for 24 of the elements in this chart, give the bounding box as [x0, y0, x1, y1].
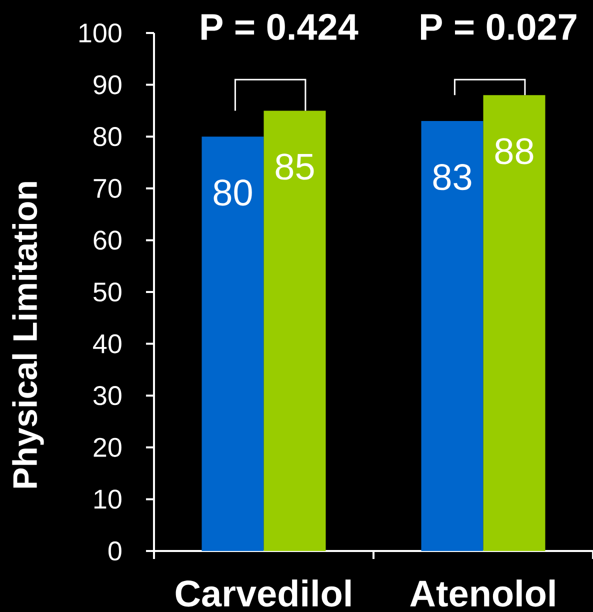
y-tick-label: 60: [94, 230, 122, 250]
data-label: 88: [495, 138, 534, 164]
x-tick-label: Carvedilol: [176, 580, 351, 607]
y-tick-label: 30: [93, 386, 122, 406]
x-tick-label: Atenolol: [410, 580, 555, 607]
y-tick-label: 0: [108, 541, 122, 561]
bar: [483, 95, 546, 551]
annotation: P = 0.027: [421, 14, 576, 40]
data-label: 83: [433, 164, 472, 190]
bar: [202, 136, 264, 551]
data-label: 80: [214, 180, 252, 206]
y-tick-label: 10: [94, 490, 122, 509]
bar: [264, 110, 326, 551]
y-tick-label: 20: [94, 438, 122, 457]
data-label: 85: [276, 154, 314, 180]
annotation: P = 0.424: [202, 14, 358, 40]
y-axis-title: Physical Limitation: [12, 182, 44, 488]
bar: [421, 121, 484, 551]
y-tick-label: 50: [94, 282, 122, 302]
y-tick-label: 80: [94, 127, 122, 146]
y-tick-label: 90: [94, 75, 122, 94]
y-tick-label: 100: [79, 23, 122, 43]
y-tick-label: 70: [94, 178, 122, 198]
y-tick-label: 40: [93, 334, 122, 354]
